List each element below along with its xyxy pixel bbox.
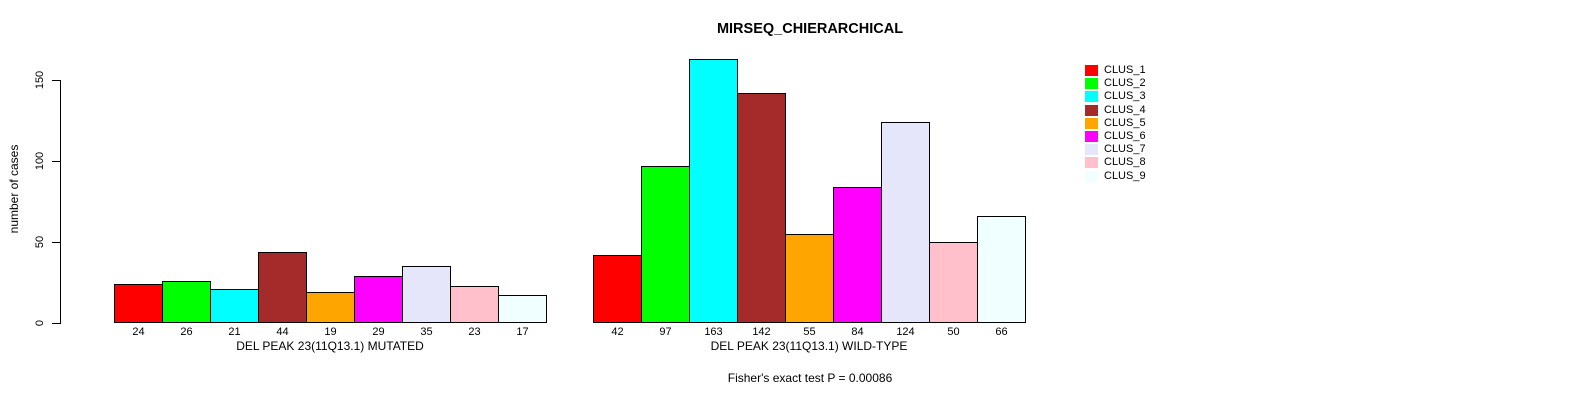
bar-value-label: 19 — [324, 326, 337, 338]
bar-value-label: 21 — [228, 326, 241, 338]
legend-swatch — [1085, 104, 1098, 116]
legend-item: CLUS_8 — [1085, 156, 1146, 169]
legend-item: CLUS_2 — [1085, 77, 1146, 90]
bar-value-label: 55 — [803, 326, 816, 338]
bar-clus_3 — [689, 58, 738, 323]
legend-label: CLUS_3 — [1104, 90, 1146, 103]
bar-value-label: 97 — [659, 326, 672, 338]
bar-clus_4 — [258, 251, 307, 323]
y-axis-line — [60, 80, 61, 324]
legend-label: CLUS_1 — [1104, 64, 1146, 76]
bar-clus_1 — [114, 284, 163, 323]
legend: CLUS_1 CLUS_2 CLUS_3 CLUS_4 CLUS_5 CLUS_6 CLUS… — [1085, 64, 1146, 183]
legend-label: CLUS_9 — [1104, 169, 1146, 182]
legend-label: CLUS_7 — [1104, 143, 1146, 156]
legend-item: CLUS_3 — [1085, 90, 1146, 103]
bar-value-label: 35 — [420, 326, 433, 338]
bar-value-label: 142 — [752, 326, 771, 338]
y-tick-mark — [52, 161, 60, 162]
bar-clus_9 — [977, 216, 1026, 323]
bar-value-label: 23 — [468, 326, 481, 338]
y-tick-mark — [52, 242, 60, 243]
bar-clus_7 — [881, 122, 930, 323]
legend-swatch — [1085, 91, 1098, 103]
bar-clus_1 — [593, 254, 642, 323]
bar-clus_7 — [402, 266, 451, 323]
legend-swatch — [1085, 117, 1098, 129]
bar-clus_8 — [450, 285, 499, 323]
bar-clus_3 — [210, 288, 259, 323]
y-axis-title: number of cases — [7, 144, 21, 234]
bar-clus_5 — [785, 233, 834, 323]
legend-item: CLUS_4 — [1085, 104, 1146, 117]
bar-value-label: 66 — [995, 326, 1008, 338]
legend-label: CLUS_8 — [1104, 156, 1146, 169]
legend-label: CLUS_4 — [1104, 103, 1146, 116]
bar-value-label: 84 — [851, 326, 864, 338]
bar-clus_2 — [162, 280, 211, 323]
bar-value-label: 29 — [372, 326, 385, 338]
y-tick-label: 150 — [34, 70, 46, 90]
y-tick-label: 50 — [34, 235, 46, 249]
bar-clus_6 — [354, 276, 403, 323]
legend-item: CLUS_1 — [1085, 64, 1146, 77]
y-tick-mark — [52, 323, 60, 324]
bar-value-label: 44 — [276, 326, 289, 338]
group-axis-label: DEL PEAK 23(11Q13.1) MUTATED — [236, 339, 424, 353]
bar-clus_2 — [641, 165, 690, 323]
legend-swatch — [1085, 131, 1098, 143]
legend-item: CLUS_5 — [1085, 117, 1146, 130]
y-tick-label: 100 — [34, 151, 46, 171]
bar-value-label: 124 — [896, 326, 915, 338]
fisher-test-annotation: Fisher's exact test P = 0.00086 — [727, 371, 893, 385]
chart-title: MIRSEQ_CHIERARCHICAL — [716, 21, 904, 37]
bar-value-label: 17 — [516, 326, 529, 338]
legend-item: CLUS_9 — [1085, 170, 1146, 183]
bar-value-label: 42 — [611, 326, 624, 338]
legend-label: CLUS_2 — [1104, 77, 1146, 90]
group-axis-label: DEL PEAK 23(11Q13.1) WILD-TYPE — [710, 339, 908, 353]
legend-label: CLUS_5 — [1104, 116, 1146, 129]
legend-swatch — [1085, 170, 1098, 182]
bar-value-label: 50 — [947, 326, 960, 338]
legend-swatch — [1085, 65, 1098, 77]
legend-label: CLUS_6 — [1104, 129, 1146, 142]
bar-value-label: 24 — [132, 326, 145, 338]
legend-swatch — [1085, 144, 1098, 156]
bar-clus_4 — [737, 92, 786, 323]
y-tick-label: 0 — [34, 319, 46, 327]
bar-value-label: 26 — [180, 326, 193, 338]
legend-item: CLUS_6 — [1085, 130, 1146, 143]
bar-clus_9 — [498, 295, 547, 323]
bar-clus_5 — [306, 292, 355, 323]
legend-item: CLUS_7 — [1085, 143, 1146, 156]
legend-swatch — [1085, 157, 1098, 169]
bar-clus_8 — [929, 242, 978, 323]
y-tick-mark — [52, 80, 60, 81]
bar-clus_6 — [833, 186, 882, 323]
legend-swatch — [1085, 78, 1098, 90]
bar-value-label: 163 — [704, 326, 723, 338]
